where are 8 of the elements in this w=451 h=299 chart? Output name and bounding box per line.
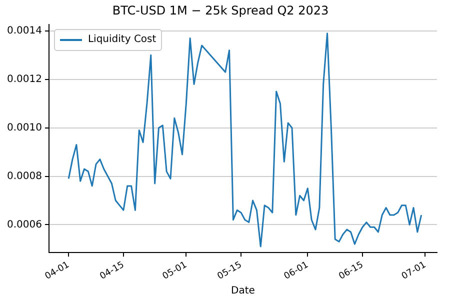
y-tick-label: 0.0012 [6,74,42,85]
y-tick-label: 0.0006 [6,219,42,230]
chart-title: BTC-USD 1M − 25k Spread Q2 2023 [112,3,329,18]
y-tick-label: 0.0008 [6,170,42,182]
y-tick-label: 0.0014 [6,26,42,37]
x-axis-title: Date [231,286,255,297]
legend-label: Liquidity Cost [88,33,156,48]
y-tick-label: 0.0010 [6,122,42,134]
